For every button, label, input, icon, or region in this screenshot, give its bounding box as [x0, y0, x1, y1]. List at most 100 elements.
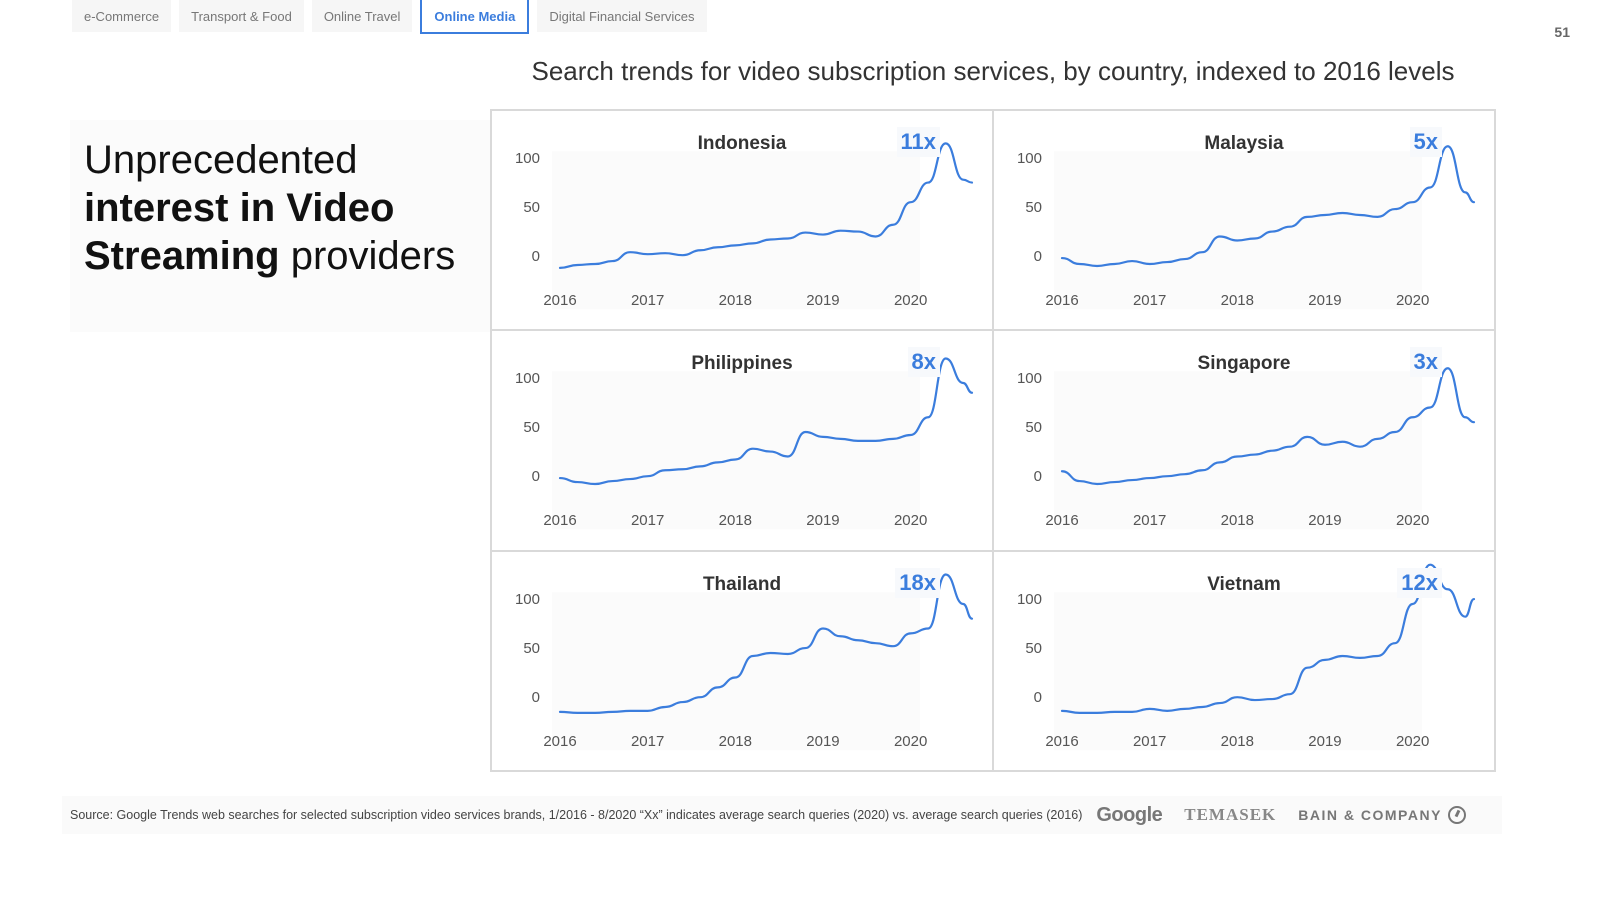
- x-tick-label: 2017: [1133, 512, 1166, 529]
- x-tick-label: 2019: [806, 733, 839, 750]
- x-tick-label: 2016: [543, 292, 576, 309]
- chart-title: Search trends for video subscription ser…: [531, 56, 1455, 86]
- headline: Unprecedented interest in Video Streamin…: [84, 136, 476, 280]
- series-line: [558, 142, 974, 269]
- x-tick-label: 2020: [894, 512, 927, 529]
- x-tick-label: 2017: [1133, 733, 1166, 750]
- chart-multiplier: 8x: [907, 347, 940, 378]
- x-tick-label: 2020: [894, 292, 927, 309]
- y-tick-label: 100: [515, 370, 540, 387]
- x-tick-label: 2017: [631, 733, 664, 750]
- series-line: [1060, 563, 1476, 714]
- y-tick-label: 0: [532, 248, 540, 265]
- y-tick-label: 50: [1025, 419, 1042, 436]
- chart-panel-singapore: 100 50 0 2016 2017 2018 2019 2020 Singapore 3x: [994, 331, 1494, 550]
- tab-transport-food[interactable]: Transport & Food: [179, 0, 304, 32]
- y-tick-label: 0: [1034, 468, 1042, 485]
- chart-svg: 100 50 0 2016 2017 2018 2019 2020: [515, 142, 974, 310]
- tab-online-media[interactable]: Online Media: [420, 0, 530, 34]
- x-tick-label: 2016: [1045, 733, 1078, 750]
- chart-multiplier: 3x: [1409, 347, 1442, 378]
- series-line: [558, 357, 974, 486]
- chart-multiplier: 12x: [1397, 567, 1442, 598]
- x-tick-label: 2016: [1045, 512, 1078, 529]
- chart-svg: 100 50 0 2016 2017 2018 2019 2020: [1017, 563, 1476, 750]
- x-tick-label: 2020: [1396, 512, 1429, 529]
- x-tick-label: 2018: [719, 512, 752, 529]
- section-tabs: e-Commerce Transport & Food Online Trave…: [72, 0, 715, 34]
- y-tick-label: 100: [515, 591, 540, 608]
- temasek-logo: TEMASEK: [1184, 805, 1277, 824]
- chart-country-title: Indonesia: [697, 133, 787, 154]
- chart-svg: 100 50 0 2016 2017 2018 2019 2020: [1017, 367, 1476, 530]
- chart-multiplier: 11x: [896, 127, 940, 157]
- chart-panel-malaysia: 100 50 0 2016 2017 2018 2019 2020 Malaysia 5x: [994, 111, 1494, 330]
- y-tick-label: 50: [523, 419, 540, 436]
- chart-panel-indonesia: 100 50 0 2016 2017 2018 2019 2020 Indonesia 11x: [492, 111, 992, 330]
- y-tick-label: 50: [1025, 199, 1042, 216]
- y-tick-label: 0: [1034, 248, 1042, 265]
- bain-mark-icon: [1447, 806, 1466, 824]
- series-line: [558, 573, 974, 714]
- y-tick-label: 50: [523, 640, 540, 657]
- bain-logo: BAIN & COMPANY: [1298, 806, 1466, 824]
- x-tick-label: 2017: [631, 512, 664, 529]
- chart-svg: 100 50 0 2016 2017 2018 2019 2020: [515, 573, 974, 750]
- y-tick-label: 0: [1034, 689, 1042, 706]
- x-tick-label: 2016: [543, 733, 576, 750]
- x-tick-label: 2018: [1221, 733, 1254, 750]
- y-tick-label: 100: [1017, 150, 1042, 167]
- google-logo: Google: [1096, 803, 1163, 826]
- charts-grid: 100 50 0 2016 2017 2018 2019 2020 Indonesia 11x…: [490, 109, 1496, 772]
- x-tick-label: 2017: [1133, 292, 1166, 309]
- y-tick-label: 0: [532, 468, 540, 485]
- chart-country-title: Philippines: [691, 353, 793, 375]
- chart-panel-vietnam: 100 50 0 2016 2017 2018 2019 2020 Vietnam 12x: [994, 551, 1494, 770]
- plot-area: [552, 591, 920, 750]
- chart-panel-philippines: 100 50 0 2016 2017 2018 2019 2020 Philippines 8…: [492, 331, 992, 550]
- plot-area: [552, 151, 920, 310]
- y-tick-label: 50: [1025, 640, 1042, 657]
- chart-panel-thailand: 100 50 0 2016 2017 2018 2019 2020 Thailand 18x: [492, 551, 992, 770]
- headline-box: Unprecedented interest in Video Streamin…: [70, 120, 490, 332]
- y-tick-label: 100: [1017, 591, 1042, 608]
- plot-area: [1054, 591, 1422, 750]
- x-tick-label: 2019: [1308, 512, 1341, 529]
- page-number: 51: [1554, 24, 1570, 40]
- plot-area: [1054, 371, 1422, 530]
- y-tick-label: 50: [523, 199, 540, 216]
- series-line: [1060, 145, 1476, 268]
- x-tick-label: 2019: [806, 292, 839, 309]
- x-tick-label: 2016: [543, 512, 576, 529]
- x-tick-label: 2017: [631, 292, 664, 309]
- bain-logo-text: BAIN & COMPANY: [1298, 807, 1442, 823]
- x-tick-label: 2019: [1308, 292, 1341, 309]
- x-tick-label: 2018: [1221, 512, 1254, 529]
- series-line: [1060, 367, 1476, 486]
- x-tick-label: 2019: [1308, 733, 1341, 750]
- headline-part3: providers: [290, 234, 456, 278]
- footer: Source: Google Trends web searches for s…: [62, 796, 1502, 834]
- x-tick-label: 2020: [1396, 292, 1429, 309]
- tab-online-travel[interactable]: Online Travel: [311, 0, 413, 32]
- plot-area: [552, 371, 920, 530]
- y-tick-label: 0: [532, 689, 540, 706]
- tab-e-commerce[interactable]: e-Commerce: [72, 0, 172, 32]
- x-tick-label: 2020: [894, 733, 927, 750]
- chart-country-title: Thailand: [702, 573, 782, 595]
- source-note: Source: Google Trends web searches for s…: [70, 808, 1083, 822]
- y-tick-label: 100: [1017, 370, 1042, 387]
- chart-multiplier: 5x: [1409, 127, 1442, 157]
- plot-area: [1054, 151, 1422, 310]
- x-tick-label: 2018: [719, 733, 752, 750]
- x-tick-label: 2018: [1221, 292, 1254, 309]
- headline-part1: Unprecedented: [84, 138, 358, 182]
- chart-multiplier: 18x: [895, 567, 940, 598]
- chart-country-title: Malaysia: [1204, 133, 1284, 154]
- x-tick-label: 2018: [719, 292, 752, 309]
- chart-country-title: Vietnam: [1207, 573, 1281, 595]
- x-tick-label: 2020: [1396, 733, 1429, 750]
- x-tick-label: 2016: [1045, 292, 1078, 309]
- chart-svg: 100 50 0 2016 2017 2018 2019 2020: [1017, 145, 1476, 310]
- tab-digital-financial-services[interactable]: Digital Financial Services: [537, 0, 707, 32]
